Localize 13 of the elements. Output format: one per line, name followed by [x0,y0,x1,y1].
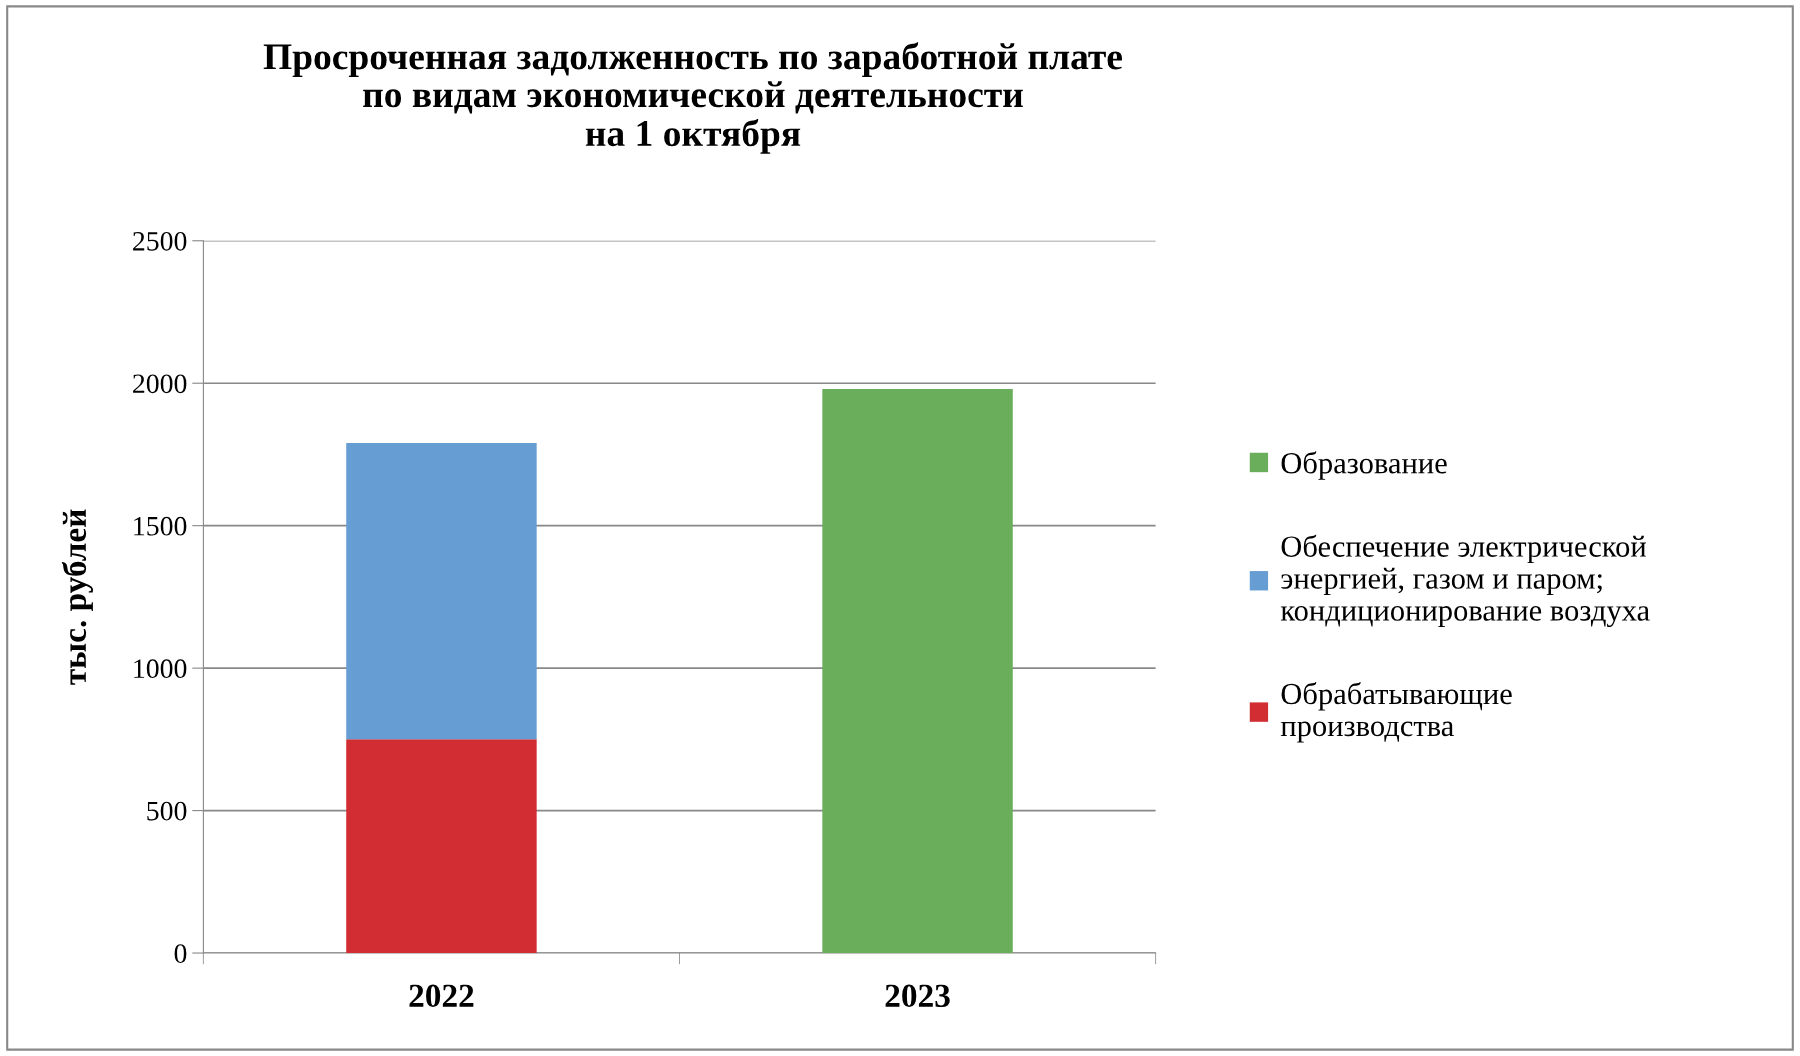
y-tick-label: 500 [147,801,187,821]
y-tick-label: 2500 [133,231,187,251]
legend-label: Обрабатывающие производства [1280,682,1512,743]
y-tick-label: 0 [174,944,187,963]
x-tick-label: 2023 [885,984,950,1008]
y-tick-label: 1000 [134,659,187,679]
chart-title: Просроченная задолженность по заработной плате по видам экономической деятельности на 1 октября [263,42,1122,154]
y-tick-label: 2000 [133,374,187,394]
legend-label: Образование [1281,451,1447,480]
x-tick-label: 2022 [409,984,474,1008]
legend-label: Обеспечение электрической энергией, газом и паром; кондиционирование воздуха [1280,534,1650,628]
y-tick-label: 1500 [134,516,187,536]
y-axis-title: тыс. рублей [61,509,93,685]
